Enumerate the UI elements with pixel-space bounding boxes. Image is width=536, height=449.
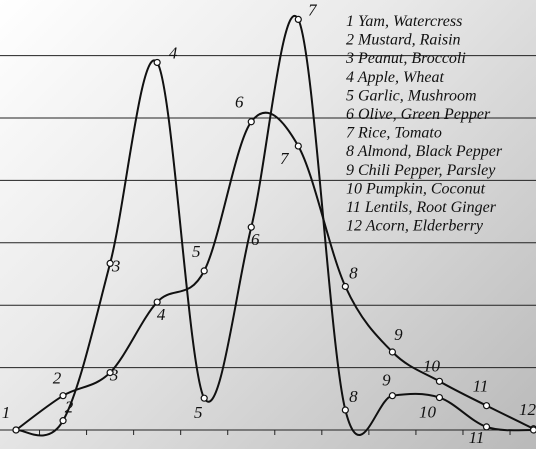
point-label: 5 bbox=[192, 242, 201, 261]
point-label: 4 bbox=[169, 43, 178, 62]
legend-entry: 9 Chili Pepper, Parsley bbox=[346, 162, 496, 179]
point-label: 6 bbox=[235, 93, 244, 112]
point-label: 7 bbox=[280, 149, 290, 168]
point-label: 3 bbox=[109, 366, 119, 385]
data-points bbox=[12, 15, 536, 434]
point-label: 10 bbox=[423, 356, 441, 375]
point-label: 7 bbox=[308, 0, 318, 19]
data-point bbox=[106, 368, 114, 377]
legend-entry: 5 Garlic, Mushroom bbox=[346, 87, 477, 104]
legend-entry: 6 Olive, Green Pepper bbox=[346, 106, 491, 123]
data-point bbox=[482, 402, 491, 410]
point-label: 8 bbox=[349, 263, 358, 282]
data-point bbox=[529, 426, 536, 434]
point-label: 2 bbox=[65, 398, 74, 417]
data-point bbox=[200, 267, 208, 275]
data-point bbox=[247, 223, 255, 231]
legend-entry: 1 Yam, Watercress bbox=[346, 13, 462, 30]
data-point bbox=[294, 142, 302, 150]
data-point bbox=[106, 259, 114, 267]
legend-entry: 11 Lentils, Root Ginger bbox=[346, 199, 497, 216]
data-point bbox=[341, 282, 349, 291]
series-curve-A bbox=[15, 111, 534, 431]
data-point bbox=[435, 377, 444, 385]
data-point bbox=[200, 394, 208, 402]
data-point bbox=[153, 58, 161, 67]
data-point bbox=[435, 393, 444, 402]
data-point bbox=[388, 392, 396, 400]
data-point bbox=[153, 298, 161, 306]
data-point bbox=[59, 392, 67, 400]
point-label: 9 bbox=[382, 371, 391, 390]
legend-entry: 4 Apple, Wheat bbox=[346, 69, 444, 86]
data-point bbox=[59, 417, 67, 425]
data-point bbox=[482, 423, 491, 431]
data-point bbox=[388, 348, 396, 356]
data-point bbox=[247, 118, 255, 126]
point-label: 8 bbox=[349, 387, 358, 406]
point-label: 12 bbox=[519, 400, 536, 419]
legend-entry: 12 Acorn, Elderberry bbox=[346, 218, 484, 235]
point-label: 9 bbox=[394, 325, 403, 344]
data-point bbox=[294, 15, 302, 24]
legend-entry: 7 Rice, Tomato bbox=[346, 125, 442, 142]
point-label: 2 bbox=[53, 369, 62, 388]
point-label: 5 bbox=[194, 403, 203, 422]
point-label: 6 bbox=[251, 230, 260, 249]
series-curve-B bbox=[15, 15, 534, 437]
legend-entry: 10 Pumpkin, Coconut bbox=[346, 180, 486, 197]
point-label: 1 bbox=[2, 403, 11, 422]
legend-entry: 8 Almond, Black Pepper bbox=[346, 143, 503, 160]
legend-entry: 3 Peanut, Broccoli bbox=[345, 50, 466, 67]
point-label: 4 bbox=[157, 305, 166, 324]
gridlines bbox=[0, 55, 536, 435]
point-label: 11 bbox=[473, 377, 489, 396]
point-label: 3 bbox=[111, 256, 121, 275]
data-point bbox=[341, 406, 349, 414]
data-point bbox=[12, 426, 20, 434]
point-label: 11 bbox=[469, 428, 485, 447]
legend-entry: 2 Mustard, Raisin bbox=[346, 32, 461, 49]
point-label: 10 bbox=[419, 403, 437, 422]
